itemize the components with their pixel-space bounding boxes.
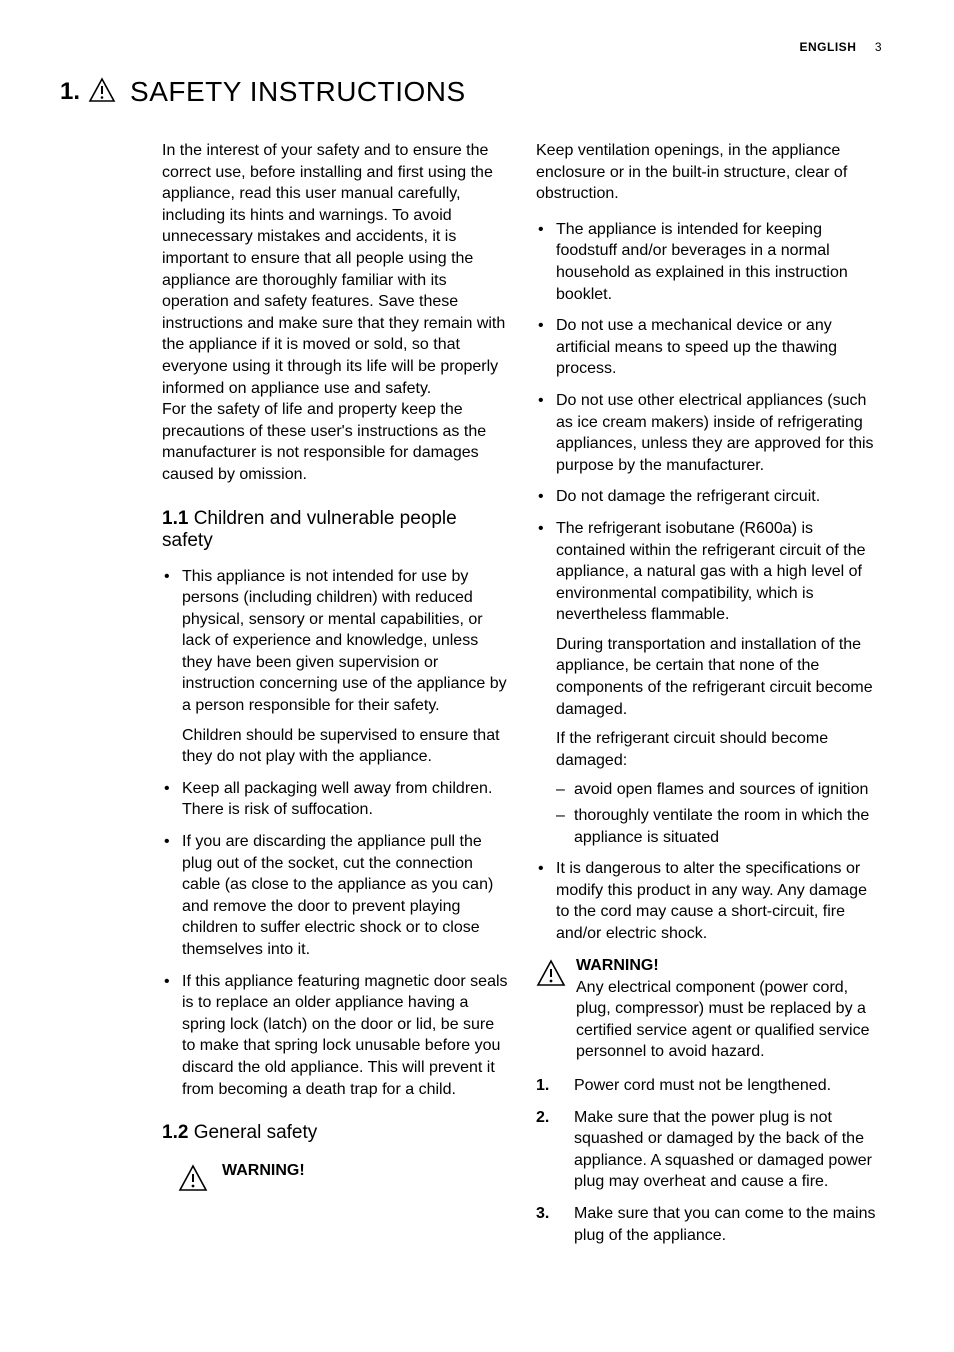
bullet-text: If this appliance featuring magnetic doo… [182, 973, 508, 1098]
list-item: It is dangerous to alter the specificati… [536, 858, 882, 944]
dash-item: thoroughly ventilate the room in which t… [556, 805, 882, 848]
heading-number: 1. [60, 78, 80, 106]
bullet-text: It is dangerous to alter the specificati… [556, 860, 867, 942]
intro-paragraph: In the interest of your safety and to en… [162, 140, 508, 486]
list-item: Do not damage the refrigerant circuit. [536, 486, 882, 508]
list-item: The appliance is intended for keeping fo… [536, 219, 882, 305]
section-1-2-number: 1.2 [162, 1122, 188, 1143]
warning-block: WARNING! [162, 1162, 508, 1197]
header: ENGLISH 3 [72, 38, 882, 56]
section-1-1-list: This appliance is not intended for use b… [162, 566, 508, 1101]
numbered-item: Make sure that the power plug is not squ… [536, 1107, 882, 1193]
list-item: Keep all packaging well away from childr… [162, 778, 508, 821]
main-title: SAFETY INSTRUCTIONS [130, 76, 466, 108]
list-item: If you are discarding the appliance pull… [162, 831, 508, 961]
bullet-sub-text: If the refrigerant circuit should become… [556, 728, 882, 771]
left-column: In the interest of your safety and to en… [72, 140, 508, 1256]
warning-content: WARNING! [222, 1162, 305, 1197]
bullet-sub-text: During transportation and installation o… [556, 634, 882, 720]
numbered-list: Power cord must not be lengthened. Make … [536, 1075, 882, 1246]
numbered-item: Power cord must not be lengthened. [536, 1075, 882, 1097]
bullet-text: Do not damage the refrigerant circuit. [556, 488, 820, 505]
warning-block: WARNING! Any electrical component (power… [536, 957, 882, 1063]
language-label: ENGLISH [800, 40, 857, 54]
dash-item: avoid open flames and sources of ignitio… [556, 779, 882, 801]
section-1-2-heading: 1.2 General safety [162, 1122, 508, 1144]
intro-text-1: In the interest of your safety and to en… [162, 142, 505, 397]
section-1-2-title: General safety [194, 1122, 318, 1143]
dash-list: avoid open flames and sources of ignitio… [556, 779, 882, 848]
bullet-text: Do not use a mechanical device or any ar… [556, 317, 837, 377]
warning-content: WARNING! Any electrical component (power… [576, 957, 882, 1063]
warning-label: WARNING! [576, 957, 882, 975]
section-1-1-heading: 1.1 Children and vulnerable people safet… [162, 508, 508, 552]
bullet-text: This appliance is not intended for use b… [182, 568, 507, 715]
main-heading: 1. SAFETY INSTRUCTIONS [60, 76, 882, 108]
list-item: This appliance is not intended for use b… [162, 566, 508, 768]
list-item: The refrigerant isobutane (R600a) is con… [536, 518, 882, 848]
intro-text-2: For the safety of life and property keep… [162, 401, 486, 483]
bullet-text: If you are discarding the appliance pull… [182, 833, 493, 958]
section-1-1-title: Children and vulnerable people safety [162, 508, 457, 551]
bullet-text: The appliance is intended for keeping fo… [556, 221, 848, 303]
warning-icon [536, 957, 576, 1063]
content-wrapper: In the interest of your safety and to en… [72, 140, 882, 1256]
bullet-text: Do not use other electrical appliances (… [556, 392, 874, 474]
bullet-text: The refrigerant isobutane (R600a) is con… [556, 520, 866, 623]
right-intro: Keep ventilation openings, in the applia… [536, 140, 882, 205]
warning-icon [162, 1162, 222, 1197]
list-item: Do not use other electrical appliances (… [536, 390, 882, 476]
right-column: Keep ventilation openings, in the applia… [536, 140, 882, 1256]
warning-text: Any electrical component (power cord, pl… [576, 977, 882, 1063]
section-1-1-number: 1.1 [162, 508, 188, 529]
bullet-sub-text: Children should be supervised to ensure … [182, 725, 508, 768]
page-number: 3 [875, 40, 882, 54]
right-bullet-list: The appliance is intended for keeping fo… [536, 219, 882, 945]
numbered-item: Make sure that you can come to the mains… [536, 1203, 882, 1246]
warning-label: WARNING! [222, 1162, 305, 1180]
list-item: If this appliance featuring magnetic doo… [162, 971, 508, 1101]
list-item: Do not use a mechanical device or any ar… [536, 315, 882, 380]
bullet-text: Keep all packaging well away from childr… [182, 780, 492, 819]
warning-icon [88, 77, 116, 108]
